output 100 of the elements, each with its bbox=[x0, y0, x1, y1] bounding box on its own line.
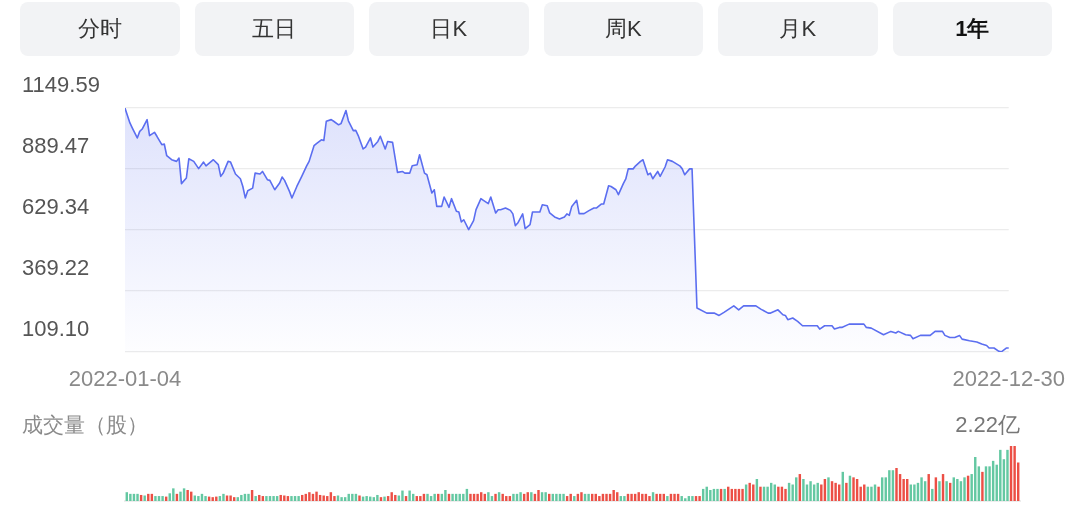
bar bbox=[766, 486, 769, 501]
bar bbox=[272, 496, 275, 501]
bar bbox=[562, 493, 565, 501]
bar bbox=[630, 493, 633, 501]
bar bbox=[544, 492, 547, 501]
bar bbox=[981, 471, 984, 501]
y-tick-label: 369.22 bbox=[22, 255, 90, 281]
bar bbox=[376, 494, 379, 501]
bar bbox=[433, 493, 436, 501]
x-tick-label: 2022-01-04 bbox=[68, 366, 182, 392]
bar bbox=[655, 493, 658, 501]
text: 分时 bbox=[77, 16, 122, 42]
bar bbox=[931, 488, 934, 501]
bar bbox=[186, 490, 189, 501]
bar bbox=[154, 496, 157, 501]
bar bbox=[419, 496, 422, 501]
bar bbox=[211, 497, 214, 501]
bar bbox=[494, 493, 497, 501]
bar bbox=[587, 493, 590, 501]
bar bbox=[315, 491, 318, 501]
bar bbox=[852, 477, 855, 501]
bar bbox=[809, 481, 812, 501]
bar bbox=[394, 494, 397, 501]
bar bbox=[204, 496, 207, 501]
bar bbox=[802, 479, 805, 501]
bar bbox=[598, 496, 601, 501]
bar bbox=[956, 479, 959, 501]
bar bbox=[741, 488, 744, 501]
x-tick-label: 2022-12-30 bbox=[952, 366, 1066, 392]
bar bbox=[254, 496, 257, 501]
y-tick-label: 1149.59 bbox=[22, 72, 100, 98]
bar bbox=[340, 497, 343, 501]
bar bbox=[351, 493, 354, 501]
bar bbox=[920, 477, 923, 501]
bar bbox=[580, 492, 583, 501]
bar bbox=[641, 493, 644, 501]
bar bbox=[501, 493, 504, 501]
bar bbox=[143, 495, 146, 501]
bar bbox=[247, 493, 250, 501]
bar bbox=[698, 496, 701, 501]
bar bbox=[322, 495, 325, 501]
bar bbox=[444, 490, 447, 501]
bar bbox=[530, 492, 533, 501]
text: 1年 bbox=[955, 16, 990, 42]
bar bbox=[383, 496, 386, 501]
y-axis-title: 成交量（股） bbox=[22, 412, 148, 438]
bar bbox=[1006, 449, 1009, 501]
bar bbox=[680, 496, 683, 501]
bar bbox=[569, 493, 572, 501]
bar bbox=[938, 481, 941, 501]
bar bbox=[290, 496, 293, 501]
bar bbox=[476, 493, 479, 501]
bar bbox=[426, 493, 429, 501]
bar bbox=[179, 491, 182, 501]
bar bbox=[308, 492, 311, 501]
bar bbox=[784, 488, 787, 501]
bar bbox=[723, 488, 726, 501]
bar bbox=[777, 486, 780, 501]
bar bbox=[734, 488, 737, 501]
y-tick-label: 109.10 bbox=[22, 316, 90, 342]
bar bbox=[691, 496, 694, 501]
bar bbox=[172, 488, 175, 501]
bar bbox=[229, 495, 232, 501]
bar bbox=[870, 486, 873, 501]
bar bbox=[673, 493, 676, 501]
bar bbox=[648, 496, 651, 501]
bar bbox=[945, 481, 948, 501]
bar bbox=[752, 484, 755, 501]
bar bbox=[913, 484, 916, 501]
bar bbox=[555, 493, 558, 501]
bar bbox=[297, 496, 300, 501]
bar bbox=[963, 477, 966, 501]
bar bbox=[573, 496, 576, 501]
bar bbox=[537, 490, 540, 501]
text: 日K bbox=[430, 16, 468, 42]
bar bbox=[1013, 446, 1016, 501]
bar bbox=[215, 496, 218, 501]
bar bbox=[623, 496, 626, 501]
bar bbox=[408, 490, 411, 501]
bar bbox=[333, 496, 336, 501]
text: 周K bbox=[604, 16, 642, 42]
bar bbox=[888, 470, 891, 501]
bar bbox=[709, 490, 712, 501]
bar bbox=[716, 488, 719, 501]
bar bbox=[358, 495, 361, 501]
bar bbox=[390, 492, 393, 501]
bar bbox=[877, 486, 880, 501]
y-tick-label: 629.34 bbox=[22, 194, 90, 220]
bar bbox=[834, 482, 837, 501]
bar bbox=[129, 493, 132, 501]
bar bbox=[519, 492, 522, 501]
bar bbox=[222, 493, 225, 501]
bar bbox=[666, 496, 669, 501]
bar bbox=[999, 449, 1002, 501]
bar bbox=[136, 493, 139, 501]
bar bbox=[487, 492, 490, 501]
bar bbox=[845, 482, 848, 501]
bar bbox=[365, 496, 368, 501]
bar bbox=[265, 496, 268, 501]
bar bbox=[283, 495, 286, 501]
